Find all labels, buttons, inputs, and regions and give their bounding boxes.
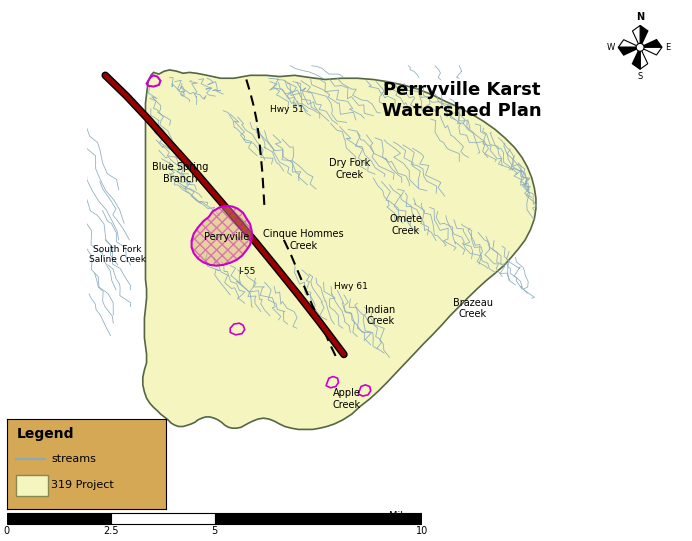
Text: Perryville Karst: Perryville Karst	[383, 81, 540, 99]
Text: Hwy 51: Hwy 51	[270, 105, 304, 114]
Polygon shape	[640, 48, 648, 69]
Polygon shape	[632, 48, 640, 69]
Text: W: W	[607, 43, 615, 52]
Polygon shape	[618, 48, 640, 55]
Text: 5: 5	[211, 526, 218, 536]
FancyBboxPatch shape	[17, 474, 48, 496]
Text: I-55: I-55	[237, 267, 255, 275]
Text: Hwy 61: Hwy 61	[334, 282, 368, 291]
Polygon shape	[640, 39, 662, 48]
Circle shape	[636, 43, 644, 51]
Text: Cinque Hommes
Creek: Cinque Hommes Creek	[264, 229, 344, 250]
Polygon shape	[632, 25, 640, 48]
Text: Blue Spring
Branch: Blue Spring Branch	[152, 162, 208, 184]
Bar	[318, 513, 422, 524]
Text: S: S	[637, 72, 643, 82]
Polygon shape	[640, 25, 648, 48]
Text: Miles: Miles	[389, 511, 414, 521]
Polygon shape	[618, 39, 640, 48]
Polygon shape	[143, 70, 536, 430]
Text: Watershed Plan: Watershed Plan	[382, 102, 542, 120]
Polygon shape	[640, 48, 662, 55]
Text: Omete
Creek: Omete Creek	[389, 214, 422, 236]
Text: E: E	[665, 43, 671, 52]
Text: 10: 10	[416, 526, 428, 536]
Text: 0: 0	[4, 526, 10, 536]
Text: streams: streams	[51, 453, 96, 464]
Bar	[111, 513, 215, 524]
Text: N: N	[636, 12, 644, 22]
Text: Indian
Creek: Indian Creek	[365, 305, 396, 327]
Text: 2.5: 2.5	[103, 526, 118, 536]
Text: Legend: Legend	[17, 426, 74, 440]
Bar	[7, 513, 111, 524]
Text: Brazeau
Creek: Brazeau Creek	[453, 298, 493, 319]
Text: Perryville: Perryville	[204, 232, 250, 241]
Text: Apple
Creek: Apple Creek	[333, 388, 361, 410]
Text: South Fork
Saline Creek: South Fork Saline Creek	[89, 245, 146, 264]
Text: Dry Fork
Creek: Dry Fork Creek	[329, 159, 370, 180]
Text: 319 Project: 319 Project	[51, 480, 114, 490]
Bar	[215, 513, 318, 524]
Polygon shape	[192, 206, 252, 266]
